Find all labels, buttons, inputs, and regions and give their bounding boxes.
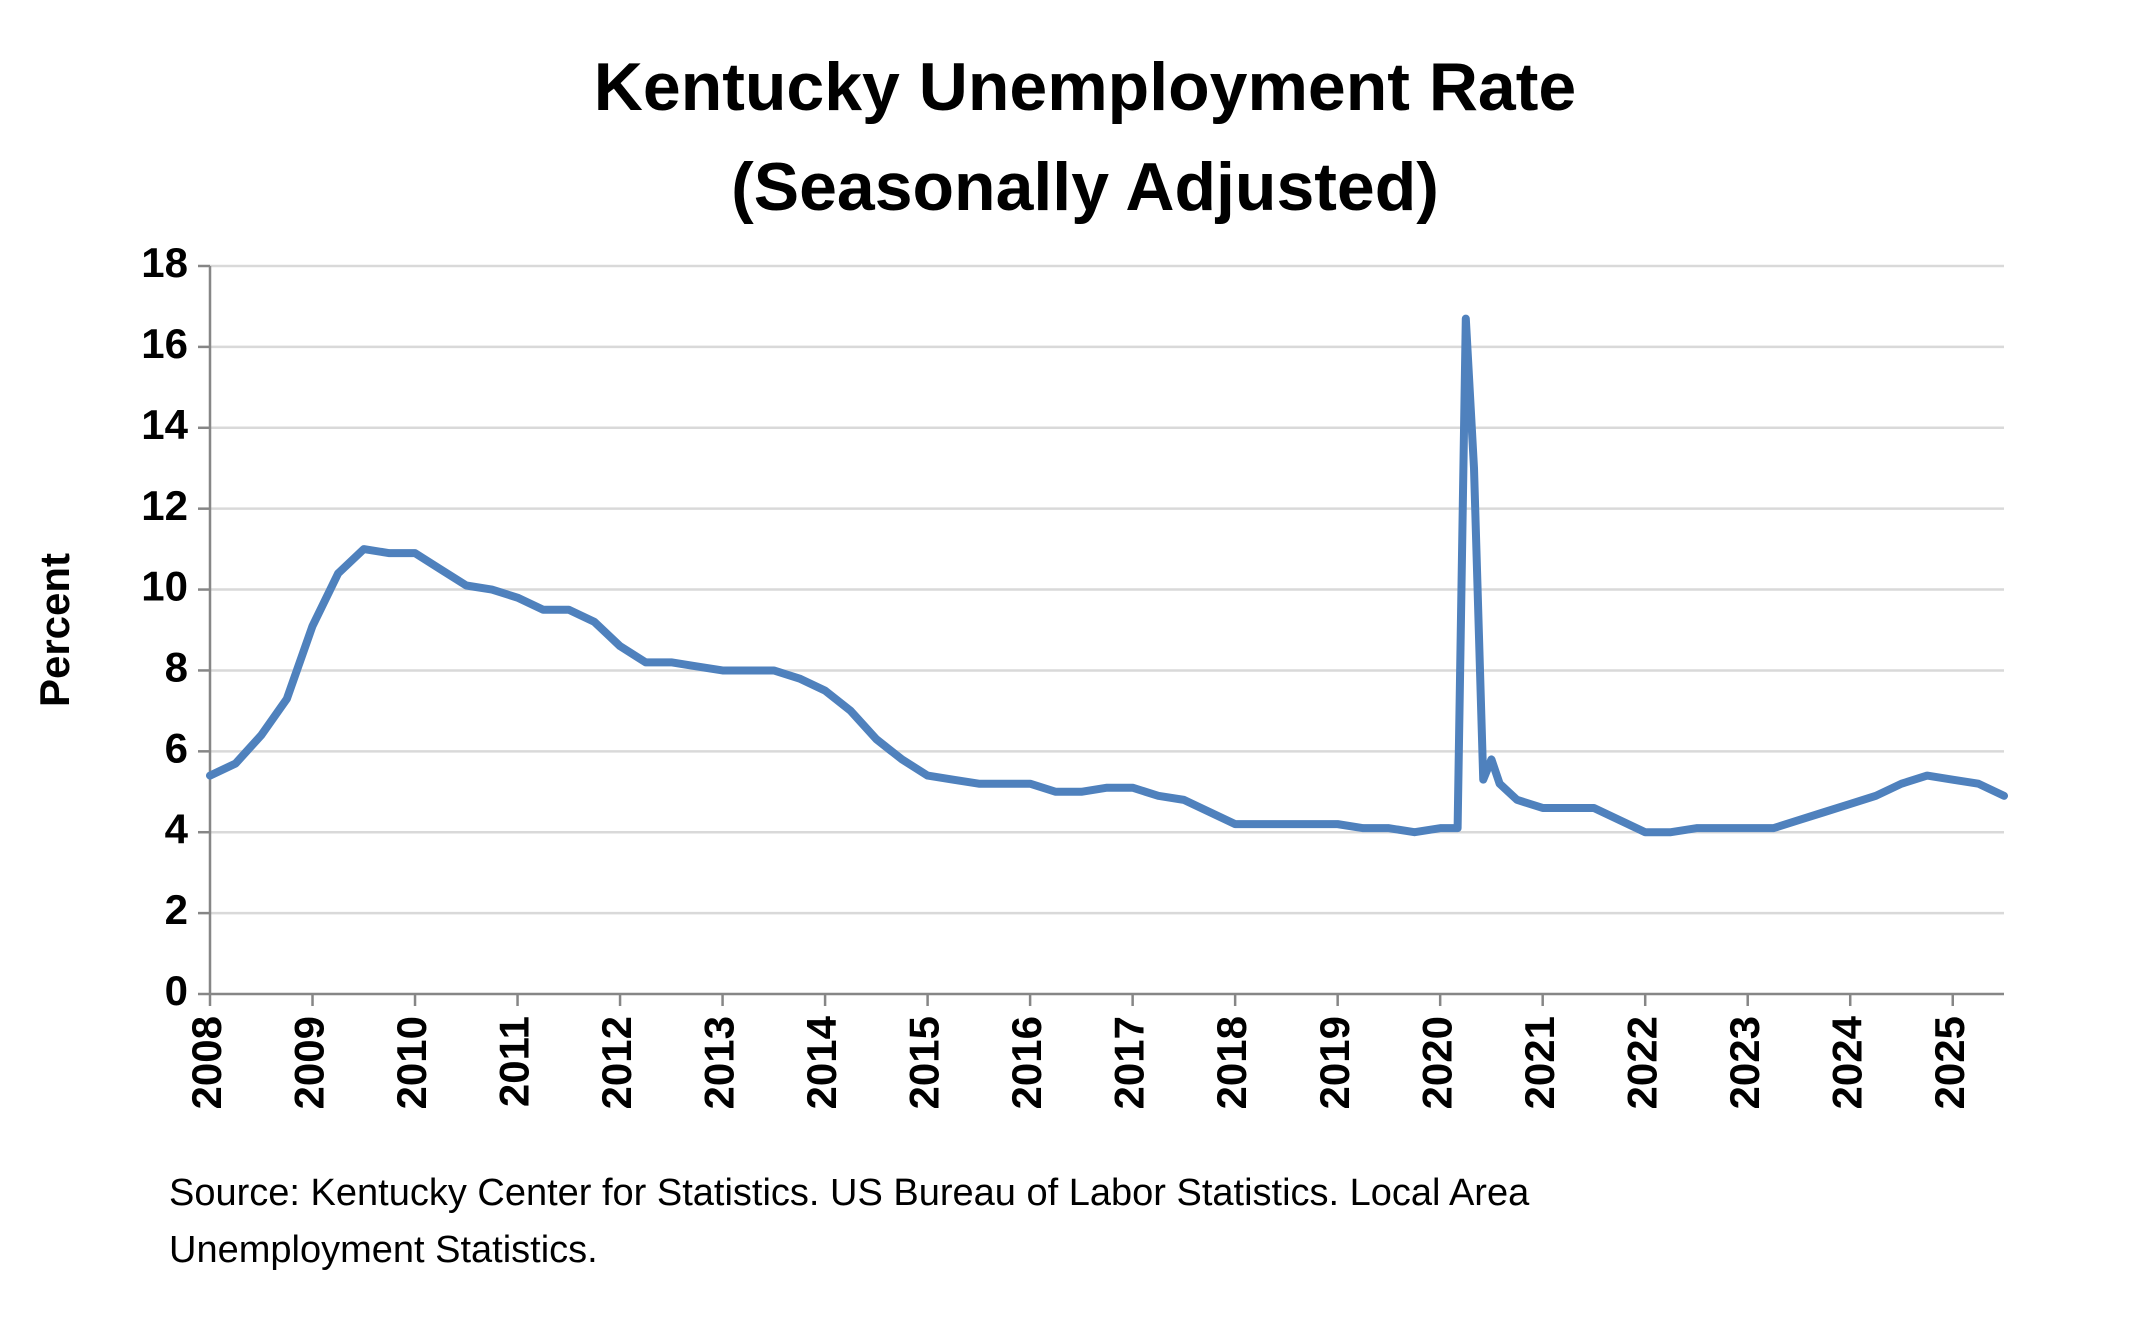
x-tick-label: 2019 <box>1311 1016 1358 1109</box>
y-tick-label: 4 <box>165 805 189 852</box>
x-tick-label: 2015 <box>901 1016 948 1109</box>
x-tick-label: 2009 <box>286 1016 333 1109</box>
y-tick-label: 16 <box>141 320 188 367</box>
chart: Kentucky Unemployment Rate (Seasonally A… <box>31 49 2008 1109</box>
y-tick-label: 14 <box>141 401 188 448</box>
source-note: Source: Kentucky Center for Statistics. … <box>169 1172 1530 1271</box>
x-tick-label: 2021 <box>1516 1016 1563 1109</box>
x-tick-label: 2013 <box>696 1016 743 1109</box>
x-tick-label: 2008 <box>183 1016 230 1109</box>
y-tick-label: 10 <box>141 563 188 610</box>
x-tick-label: 2020 <box>1413 1016 1460 1109</box>
x-tick-label: 2012 <box>593 1016 640 1109</box>
x-tick-label: 2022 <box>1618 1016 1665 1109</box>
x-tick-label: 2016 <box>1003 1016 1050 1109</box>
x-tick-label: 2025 <box>1926 1016 1973 1109</box>
x-tick-label: 2024 <box>1823 1015 1870 1109</box>
x-tick-label: 2014 <box>798 1015 845 1109</box>
y-tick-label: 18 <box>141 239 188 286</box>
y-tick-label: 2 <box>165 886 188 933</box>
chart-subtitle: (Seasonally Adjusted) <box>731 149 1439 225</box>
x-tick-label: 2018 <box>1208 1016 1255 1109</box>
x-tick-label: 2023 <box>1721 1016 1768 1109</box>
y-tick-label: 0 <box>165 967 188 1014</box>
y-tick-label: 6 <box>165 724 188 771</box>
y-axis-label: Percent <box>31 553 78 707</box>
data-line <box>206 314 2008 837</box>
y-tick-label: 8 <box>165 644 188 691</box>
x-tick-label: 2011 <box>491 1016 538 1107</box>
y-tick-label: 12 <box>141 482 188 529</box>
chart-title: Kentucky Unemployment Rate <box>594 49 1576 125</box>
x-tick-label: 2010 <box>388 1016 435 1109</box>
x-tick-label: 2017 <box>1106 1016 1153 1109</box>
